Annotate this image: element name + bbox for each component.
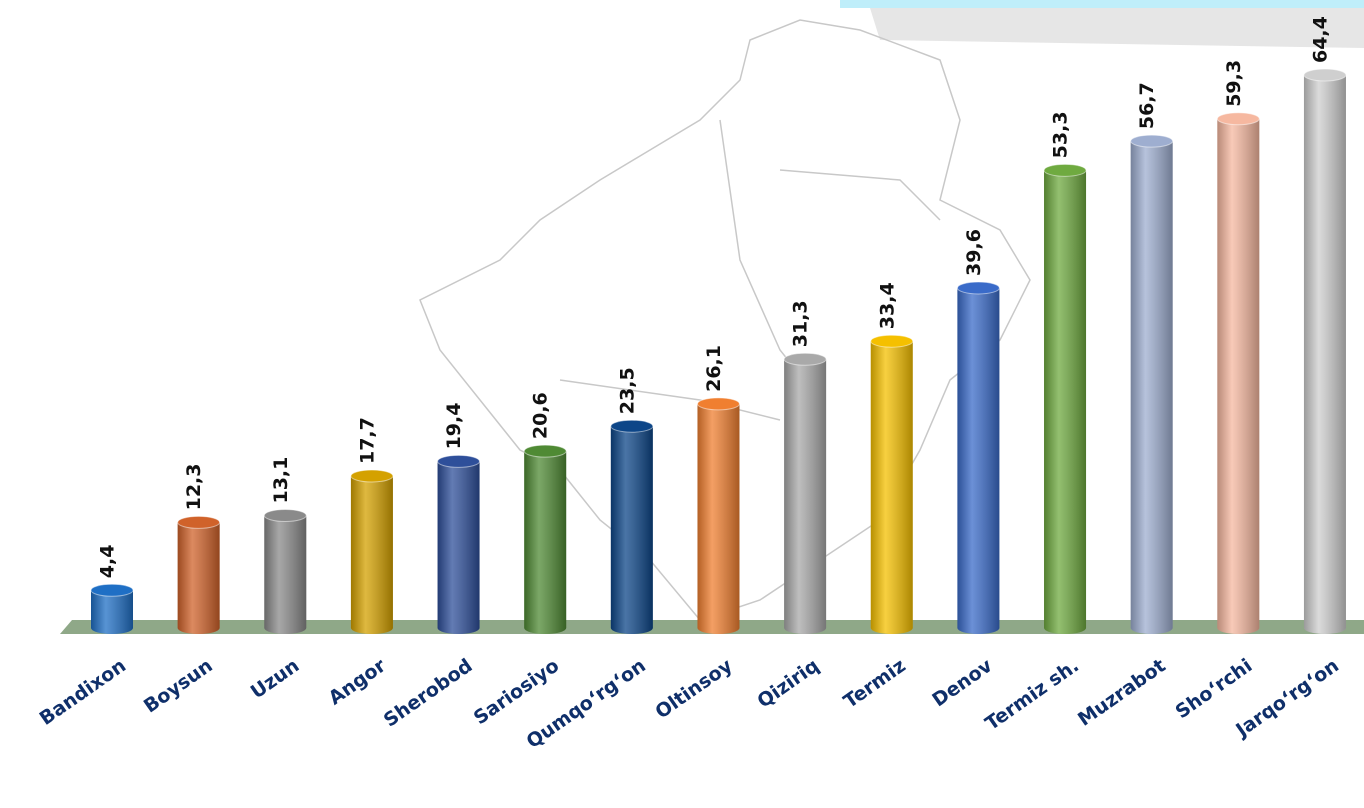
bar-top [783,352,827,366]
bar-shade [437,461,480,634]
x-tick-label: Uzun [247,655,303,704]
bar-top [1043,163,1087,177]
x-tick-label: Boysun [140,655,217,718]
value-label: 64,4 [1309,16,1331,63]
x-tick-label: Oltinsoy [651,654,737,723]
bar-top [1303,68,1347,82]
bar-shade [524,451,567,634]
bar-shade [1303,75,1346,634]
bar-top [90,583,134,597]
bar-top [1130,134,1174,148]
x-tick-label: Denov [928,654,997,711]
banner-shadow [870,8,1364,48]
value-label: 53,3 [1050,111,1072,158]
bar-top [1216,112,1260,126]
value-label: 12,3 [183,463,205,510]
value-label: 20,6 [530,392,552,439]
value-label: 17,7 [356,417,378,464]
bar-shade [957,287,1000,634]
bar-top [263,509,307,523]
x-tick-label: Angor [325,654,391,709]
bar-top [956,281,1000,295]
bar-shade [697,403,740,634]
x-tick-label: Termiz sh. [981,655,1083,735]
value-label: 26,1 [703,345,725,392]
value-label: 19,4 [443,403,465,450]
bar-shade [264,515,307,634]
bar-shade [610,426,653,634]
value-label: 33,4 [876,282,898,329]
bar-shade [1130,141,1173,634]
bar-shade [350,476,393,634]
x-tick-label: Bandixon [36,655,130,730]
value-label: 4,4 [97,545,119,579]
x-tick-label: Sherobod [380,655,477,732]
bar-top [437,454,481,468]
bar-top [177,515,221,529]
x-tick-label: Termiz [840,655,910,713]
value-label: 56,7 [1136,82,1158,129]
value-label: 39,6 [963,229,985,276]
bar-top [350,469,394,483]
value-label: 59,3 [1223,60,1245,107]
bar-top [523,444,567,458]
bar-shade [177,522,220,634]
bar-shade [1044,170,1087,634]
bar-top [870,334,914,348]
bar-top [610,419,654,433]
bar-shade [784,359,827,634]
bar-top [696,397,740,411]
x-tick-label: Muzrabot [1074,655,1170,731]
value-label: 23,5 [616,367,638,414]
value-label: 13,1 [270,457,292,504]
value-label: 31,3 [790,300,812,347]
bar-shade [91,590,133,634]
bar-shade [1217,118,1260,635]
bar-shade [870,341,913,634]
x-tick-label: Sho‘rchi [1172,655,1257,724]
banner [840,0,1364,8]
x-tick-label: Qiziriq [753,655,823,713]
